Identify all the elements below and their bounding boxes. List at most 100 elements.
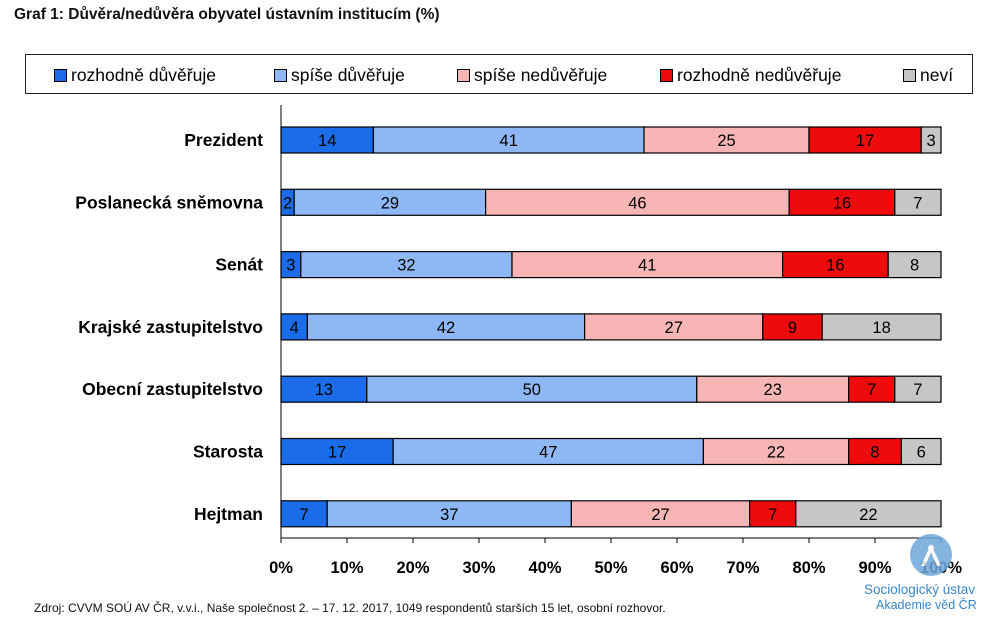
data-label: 22 — [859, 506, 877, 524]
category-label: Senát — [215, 255, 263, 275]
data-label: 18 — [872, 319, 890, 337]
data-label: 46 — [628, 194, 646, 212]
bar-segment — [894, 375, 942, 403]
data-label: 16 — [833, 194, 851, 212]
x-tick-label: 20% — [396, 559, 429, 577]
legend-label: rozhodně nedůvěřuje — [677, 64, 842, 85]
bar-segment — [366, 375, 698, 403]
data-label: 50 — [523, 381, 541, 399]
legend-swatch — [457, 68, 470, 82]
legend-label: rozhodně důvěřuje — [71, 64, 216, 85]
bar-segment — [643, 126, 810, 154]
bar-segment — [762, 313, 823, 341]
legend-item-rozhodne-duveruje: rozhodně důvěřuje — [54, 65, 216, 85]
data-label: 9 — [788, 319, 797, 337]
bar-segment — [795, 500, 942, 528]
x-tick-label: 80% — [792, 559, 825, 577]
bar-segment — [372, 126, 645, 154]
x-tick-label: 90% — [858, 559, 891, 577]
bar-segment — [280, 500, 328, 528]
bar-segment — [280, 126, 375, 154]
data-label: 27 — [651, 506, 669, 524]
data-label: 27 — [665, 319, 683, 337]
data-label: 3 — [286, 257, 295, 275]
data-label: 7 — [768, 506, 777, 524]
data-label: 17 — [856, 132, 874, 150]
data-label: 4 — [290, 319, 299, 337]
bar-segment — [293, 188, 487, 216]
data-label: 13 — [315, 381, 333, 399]
category-label: Prezident — [184, 130, 263, 150]
data-label: 7 — [913, 381, 922, 399]
legend-swatch — [54, 68, 67, 82]
data-label: 47 — [539, 444, 557, 462]
bar-segment — [894, 188, 942, 216]
logo-emblem-icon — [910, 534, 952, 576]
chart-title: Graf 1: Důvěra/nedůvěra obyvatel ústavní… — [14, 6, 440, 23]
source-note: Zdroj: CVVM SOÚ AV ČR, v.v.i., Naše spol… — [34, 601, 666, 615]
x-tick-label: 30% — [462, 559, 495, 577]
bar-segment — [920, 126, 942, 154]
bar-segment — [900, 437, 942, 466]
x-tick-label: 60% — [660, 559, 693, 577]
data-label: 37 — [440, 506, 458, 524]
category-label: Poslanecká sněmovna — [75, 192, 263, 212]
x-tick-label: 70% — [726, 559, 759, 577]
data-label: 22 — [767, 444, 785, 462]
logo-text-line1: Sociologický ústav — [864, 582, 976, 597]
x-tick-label: 10% — [330, 559, 363, 577]
bar-segment — [847, 375, 896, 403]
data-label: 6 — [917, 444, 926, 462]
chart-legend: rozhodně důvěřuje spíše důvěřuje spíše n… — [25, 54, 973, 94]
bar-segment — [821, 313, 942, 341]
institute-logo: Sociologický ústav Akademie věd ČR — [864, 534, 990, 614]
bar-segment — [583, 313, 764, 341]
legend-label: spíše důvěřuje — [291, 64, 405, 85]
logo-text-line2: Akademie věd ČR — [876, 598, 977, 612]
bar-segment — [306, 313, 586, 341]
data-label: 41 — [638, 257, 656, 275]
legend-label: neví — [920, 64, 954, 85]
category-label: Starosta — [193, 442, 263, 462]
data-label: 32 — [397, 257, 415, 275]
bar-segment — [788, 188, 896, 216]
bar-segment — [702, 437, 850, 466]
legend-swatch — [660, 68, 673, 82]
bar-segment — [887, 251, 942, 279]
data-label: 14 — [318, 132, 336, 150]
data-label: 23 — [764, 381, 782, 399]
data-label: 16 — [826, 257, 844, 275]
legend-label: spíše nedůvěřuje — [474, 64, 608, 85]
x-tick-label: 0% — [269, 559, 293, 577]
data-label: 41 — [500, 132, 518, 150]
data-label: 3 — [927, 132, 936, 150]
data-label: 8 — [870, 444, 879, 462]
bar-segment — [511, 251, 784, 279]
legend-item-rozhodne-neduveruje: rozhodně nedůvěřuje — [660, 65, 841, 85]
data-label: 7 — [913, 194, 922, 212]
bar-segment — [300, 251, 513, 279]
legend-item-spise-neduveruje: spíše nedůvěřuje — [457, 65, 607, 85]
x-tick-label: 50% — [594, 559, 627, 577]
data-label: 42 — [437, 319, 455, 337]
data-label: 7 — [300, 506, 309, 524]
category-label: Obecní zastupitelstvo — [82, 379, 263, 399]
bar-segment — [326, 500, 573, 528]
legend-item-nevi: neví — [903, 65, 953, 85]
data-label: 2 — [283, 194, 292, 212]
x-tick-label: 40% — [528, 559, 561, 577]
data-label: 25 — [717, 132, 735, 150]
bar-segment — [748, 500, 797, 528]
legend-swatch — [274, 68, 287, 82]
category-label: Krajské zastupitelstvo — [78, 317, 263, 337]
category-label: Hejtman — [194, 504, 263, 524]
bar-segment — [781, 251, 889, 279]
bar-segment — [696, 375, 850, 403]
legend-item-spise-duveruje: spíše důvěřuje — [274, 65, 405, 85]
data-label: 8 — [910, 257, 919, 275]
data-label: 17 — [328, 444, 346, 462]
data-label: 7 — [867, 381, 876, 399]
data-label: 29 — [381, 194, 399, 212]
legend-swatch — [903, 68, 916, 82]
